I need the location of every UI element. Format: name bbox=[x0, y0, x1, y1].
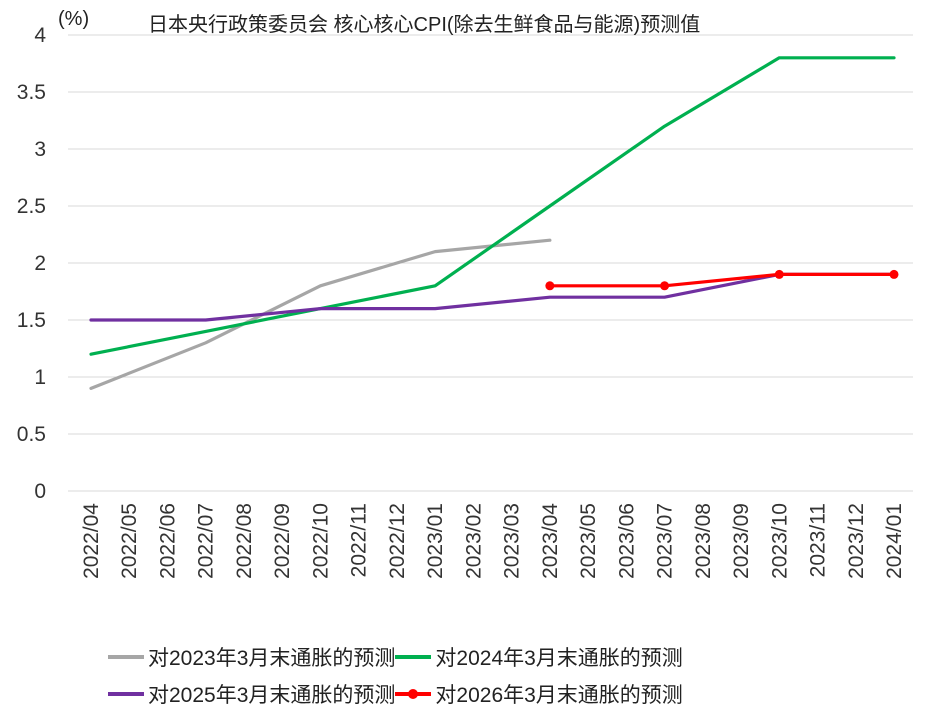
legend-item-2023: 对2023年3月末通胀的预测 bbox=[108, 642, 395, 672]
x-tick-label-16: 2023/08 bbox=[692, 503, 715, 579]
series-3-point-1 bbox=[660, 281, 670, 291]
x-tick-label-9: 2023/01 bbox=[424, 503, 447, 579]
legend-swatch-2024 bbox=[395, 655, 432, 659]
y-tick-label-1: 0.5 bbox=[17, 423, 46, 446]
x-tick-label-20: 2023/12 bbox=[845, 503, 868, 579]
x-tick-label-13: 2023/05 bbox=[577, 503, 600, 579]
legend-swatch-2025 bbox=[108, 692, 144, 696]
legend-item-2024: 对2024年3月末通胀的预测 bbox=[395, 642, 683, 672]
legend-label-2024: 对2024年3月末通胀的预测 bbox=[435, 647, 683, 670]
legend-item-2025: 对2025年3月末通胀的预测 bbox=[108, 679, 395, 709]
legend-label-2025: 对2025年3月末通胀的预测 bbox=[148, 684, 396, 707]
x-tick-label-18: 2023/10 bbox=[768, 503, 791, 579]
y-tick-label-0: 0 bbox=[34, 480, 46, 503]
x-tick-label-1: 2022/05 bbox=[118, 503, 141, 579]
x-tick-label-15: 2023/07 bbox=[654, 503, 677, 579]
x-tick-label-10: 2023/02 bbox=[462, 503, 485, 579]
legend-row-2: 对2025年3月末通胀的预测 对2026年3月末通胀的预测 bbox=[108, 679, 683, 709]
y-tick-label-3: 1.5 bbox=[17, 309, 46, 332]
x-tick-label-19: 2023/11 bbox=[807, 503, 830, 577]
chart-title: 日本央行政策委员会 核心核心CPI(除去生鲜食品与能源)预测值 bbox=[148, 14, 701, 36]
x-tick-label-7: 2022/11 bbox=[348, 503, 371, 577]
x-tick-label-2: 2022/06 bbox=[156, 503, 179, 579]
x-tick-label-17: 2023/09 bbox=[730, 503, 753, 579]
x-tick-label-8: 2022/12 bbox=[386, 503, 409, 579]
series-line-0 bbox=[89, 238, 552, 390]
series-3-point-0 bbox=[545, 281, 555, 291]
y-tick-label-7: 3.5 bbox=[17, 81, 46, 104]
legend-label-2023: 对2023年3月末通胀的预测 bbox=[148, 647, 396, 670]
series-3-point-3 bbox=[889, 269, 899, 279]
x-tick-label-5: 2022/09 bbox=[271, 503, 294, 579]
legend-swatch-2026 bbox=[395, 689, 432, 699]
y-tick-label-2: 1 bbox=[34, 366, 46, 389]
x-tick-label-6: 2022/10 bbox=[309, 503, 332, 579]
x-tick-label-0: 2022/04 bbox=[80, 503, 103, 579]
y-tick-label-5: 2.5 bbox=[17, 195, 46, 218]
legend-label-2026: 对2026年3月末通胀的预测 bbox=[435, 684, 683, 707]
y-tick-label-8: 4 bbox=[34, 24, 46, 47]
x-tick-label-14: 2023/06 bbox=[615, 503, 638, 579]
y-tick-label-6: 3 bbox=[34, 138, 46, 161]
legend-row-1: 对2023年3月末通胀的预测 对2024年3月末通胀的预测 bbox=[108, 642, 683, 672]
legend-item-2026: 对2026年3月末通胀的预测 bbox=[395, 679, 683, 709]
series-line-1 bbox=[89, 56, 896, 356]
series-line-3 bbox=[548, 272, 896, 288]
series-3-point-2 bbox=[774, 269, 784, 279]
x-tick-label-3: 2022/07 bbox=[195, 503, 218, 579]
series-line-2 bbox=[89, 272, 896, 322]
x-tick-label-12: 2023/04 bbox=[539, 503, 562, 579]
legend-swatch-2023 bbox=[108, 655, 144, 659]
y-unit-label: (%) bbox=[58, 8, 90, 30]
x-tick-label-21: 2024/01 bbox=[883, 503, 906, 579]
x-tick-label-4: 2022/08 bbox=[233, 503, 256, 579]
x-tick-label-11: 2023/03 bbox=[501, 503, 524, 579]
y-tick-label-4: 2 bbox=[34, 252, 46, 275]
